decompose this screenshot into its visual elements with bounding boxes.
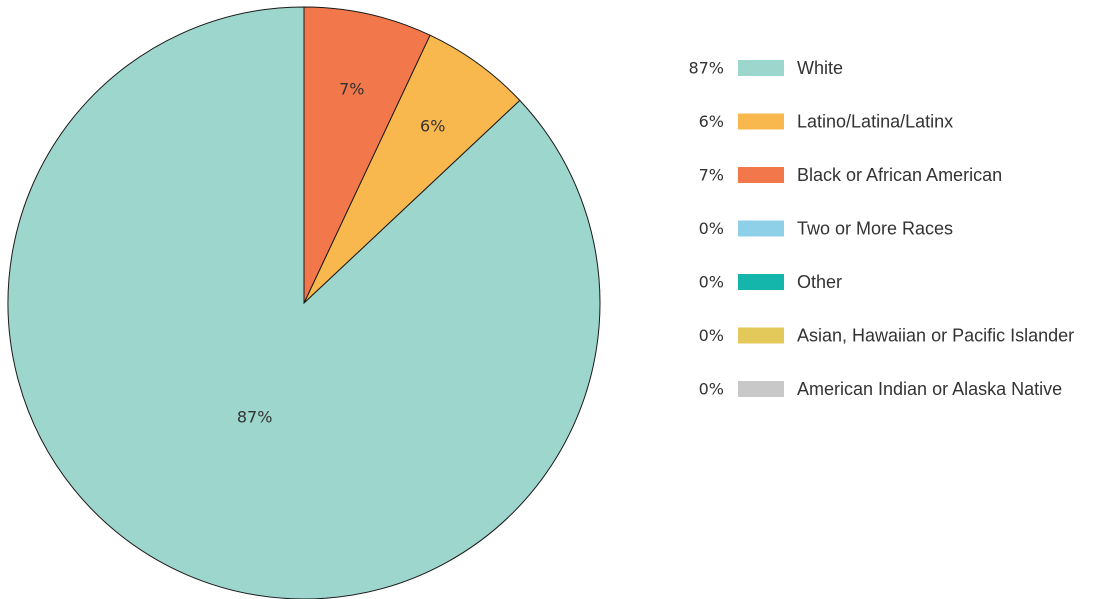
legend: 87% White 6% Latino/Latina/Latinx 7% Black or… xyxy=(688,58,1074,399)
legend-label: Black or African American xyxy=(797,165,1002,185)
pie-slice-labels: 87% 6% 7% xyxy=(237,80,446,427)
pie-slice-black-or-african-american xyxy=(303,6,431,304)
legend-percent: 6% xyxy=(699,112,724,131)
pie-slice-label-white: 87% xyxy=(237,408,273,427)
legend-swatch xyxy=(738,60,784,76)
legend-percent: 0% xyxy=(699,326,724,345)
pie-slice-label-latino-latina-latinx: 6% xyxy=(420,116,445,135)
legend-item-two-or-more-races: 0% Two or More Races xyxy=(699,219,953,239)
legend-item-black-or-african-american: 7% Black or African American xyxy=(699,165,1002,185)
legend-swatch xyxy=(738,327,784,344)
legend-item-asian-hawaiian-or-pacific-islander: 0% Asian, Hawaiian or Pacific Islander xyxy=(699,326,1075,346)
legend-label: American Indian or Alaska Native xyxy=(797,379,1062,399)
pie-slices xyxy=(7,6,601,599)
legend-item-american-indian-or-alaska-native: 0% American Indian or Alaska Native xyxy=(699,379,1063,399)
legend-percent: 87% xyxy=(688,59,724,78)
legend-swatch xyxy=(738,220,784,237)
legend-percent: 0% xyxy=(699,380,724,399)
legend-swatch xyxy=(738,274,784,290)
legend-percent: 0% xyxy=(699,219,724,238)
legend-percent: 0% xyxy=(699,273,724,292)
legend-label: Latino/Latina/Latinx xyxy=(797,112,953,132)
legend-percent: 7% xyxy=(699,166,724,185)
legend-swatch xyxy=(738,381,784,397)
legend-label: Two or More Races xyxy=(797,219,953,239)
legend-item-white: 87% White xyxy=(688,58,843,78)
legend-label: Other xyxy=(797,272,842,292)
legend-label: White xyxy=(797,58,843,78)
legend-item-other: 0% Other xyxy=(699,272,842,292)
legend-item-latino-latina-latinx: 6% Latino/Latina/Latinx xyxy=(699,112,954,132)
legend-swatch xyxy=(738,113,784,130)
legend-label: Asian, Hawaiian or Pacific Islander xyxy=(797,326,1074,346)
legend-swatch xyxy=(738,167,784,183)
pie-slice-label-black-or-african-american: 7% xyxy=(339,80,364,99)
